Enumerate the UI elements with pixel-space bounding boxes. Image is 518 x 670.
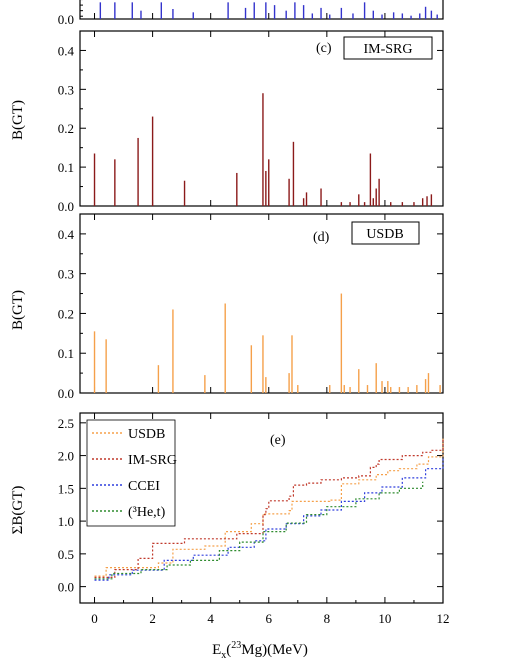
panel-c-ylabel: B(GT) (10, 100, 26, 140)
legend: USDB IM-SRG CCEI (³He,t) (86, 419, 177, 527)
x-tick-label: 4 (207, 611, 214, 626)
y-tick-label: 2.0 (58, 449, 74, 464)
panel-d-model-box (351, 221, 420, 245)
panel-frame (79, 30, 444, 207)
y-tick-label: 0.0 (58, 199, 74, 214)
panel-d-label: (d) (313, 230, 330, 245)
panel-c-model-label: IM-SRG (363, 42, 412, 57)
y-tick-label: 0.1 (58, 160, 74, 175)
series-line (94, 437, 444, 577)
x-tick-label: 8 (324, 611, 331, 626)
panel-d-usdb-spectrum: (d) USDB B(GT) 0.0 0.1 0.2 0.3 0.4 (10, 213, 444, 401)
x-axis-label: Ex(23Mg)(MeV) (212, 640, 308, 661)
y-tick-label: 0.0 (58, 580, 74, 595)
y-tick-label: 0.4 (58, 43, 75, 58)
x-tick-label: 10 (378, 611, 391, 626)
x-axis-label-paren: ( (226, 642, 231, 658)
x-axis-label-tail: Mg)(MeV) (241, 642, 308, 658)
panel-b-bgt-spectrum: 0.0 (58, 0, 444, 27)
y-tick-label: 0.3 (58, 82, 74, 97)
y-tick-label: 1.5 (58, 481, 74, 496)
y-tick-label: 1.0 (58, 514, 74, 529)
legend-label: CCEI (128, 479, 160, 494)
series-line (94, 481, 424, 580)
panel-c-model-box (343, 36, 433, 60)
panel-frame (79, 412, 444, 604)
panel-e-label: (e) (270, 433, 286, 448)
panel-d-model-label: USDB (366, 227, 403, 242)
y-tick-label: 0.3 (58, 267, 74, 282)
y-tick-label: 0.2 (58, 306, 74, 321)
x-tick-label: 6 (266, 611, 273, 626)
panel-frame (79, 213, 444, 394)
series-line (94, 456, 444, 581)
x-tick-label: 12 (437, 611, 450, 626)
y-tick-label: 0.0 (58, 12, 74, 27)
x-axis-label-sub: x (221, 650, 226, 661)
legend-label: (³He,t) (128, 505, 166, 520)
panel-frame (79, 0, 444, 20)
y-tick-label: 0.4 (58, 227, 75, 242)
x-axis-label-sup: 23 (231, 640, 241, 651)
series-line (94, 439, 444, 578)
y-tick-label: 0.0 (58, 386, 74, 401)
legend-label: IM-SRG (128, 453, 177, 468)
panel-e-cumulative-bgt: (e) ΣB(GT) USDB IM-SRG CCEI (³He,t) Ex(23Mg… (10, 412, 450, 661)
x-tick-label: 2 (149, 611, 156, 626)
panel-c-imsrg-spectrum: (c) IM-SRG B(GT) 0.0 0.1 0.2 0.3 0.4 (10, 30, 444, 214)
legend-box (86, 419, 176, 527)
panel-c-label: (c) (316, 41, 332, 56)
legend-label: USDB (128, 427, 165, 442)
y-tick-label: 2.5 (58, 416, 74, 431)
panel-d-ylabel: B(GT) (10, 290, 26, 330)
x-tick-label: 0 (91, 611, 98, 626)
y-tick-label: 0.1 (58, 346, 74, 361)
y-tick-label: 0.5 (58, 547, 74, 562)
x-axis-label-main: E (212, 642, 221, 658)
y-tick-label: 0.2 (58, 121, 74, 136)
panel-e-ylabel: ΣB(GT) (10, 486, 26, 535)
